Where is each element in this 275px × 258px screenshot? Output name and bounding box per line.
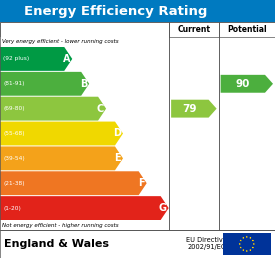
Text: Energy Efficiency Rating: Energy Efficiency Rating — [24, 4, 207, 18]
Text: (39-54): (39-54) — [3, 156, 25, 161]
Text: 79: 79 — [183, 104, 197, 114]
Bar — [219, 22, 275, 37]
Polygon shape — [240, 246, 242, 248]
Polygon shape — [221, 75, 273, 93]
Polygon shape — [249, 237, 251, 239]
Polygon shape — [0, 122, 123, 146]
Text: EU Directive
2002/91/EC: EU Directive 2002/91/EC — [186, 238, 227, 251]
Polygon shape — [171, 100, 217, 118]
Polygon shape — [246, 250, 248, 252]
Text: C: C — [97, 104, 104, 114]
Text: England & Wales: England & Wales — [4, 239, 109, 249]
Text: Not energy efficient - higher running costs: Not energy efficient - higher running co… — [2, 222, 119, 228]
Text: 90: 90 — [236, 79, 250, 89]
Text: (69-80): (69-80) — [3, 106, 25, 111]
Text: (55-68): (55-68) — [3, 131, 25, 136]
Polygon shape — [242, 237, 244, 239]
Bar — [0, 37, 169, 47]
Text: Potential: Potential — [227, 25, 267, 34]
Bar — [0, 22, 169, 37]
Text: D: D — [113, 128, 121, 139]
Bar — [0, 220, 169, 230]
Bar — [219, 22, 275, 230]
Text: B: B — [80, 79, 87, 89]
Bar — [0, 22, 169, 230]
Bar — [169, 22, 219, 37]
Bar — [0, 230, 275, 258]
Text: G: G — [159, 203, 167, 213]
Text: F: F — [138, 178, 145, 188]
Polygon shape — [246, 236, 248, 238]
Text: (92 plus): (92 plus) — [3, 57, 29, 61]
Polygon shape — [0, 47, 72, 71]
Bar — [0, 0, 275, 22]
Polygon shape — [0, 97, 106, 120]
Polygon shape — [249, 249, 251, 251]
Text: (21-38): (21-38) — [3, 181, 25, 186]
Polygon shape — [0, 171, 147, 195]
Polygon shape — [252, 239, 254, 241]
Polygon shape — [0, 72, 89, 96]
Text: Very energy efficient - lower running costs: Very energy efficient - lower running co… — [2, 39, 119, 44]
Text: A: A — [63, 54, 70, 64]
Polygon shape — [242, 249, 244, 251]
Bar — [169, 22, 219, 230]
Text: (81-91): (81-91) — [3, 81, 24, 86]
Polygon shape — [239, 243, 241, 245]
Bar — [223, 233, 271, 255]
Polygon shape — [253, 243, 255, 245]
Polygon shape — [0, 196, 169, 220]
Polygon shape — [0, 147, 123, 170]
Text: E: E — [114, 153, 121, 163]
Polygon shape — [240, 239, 242, 241]
Polygon shape — [252, 246, 254, 248]
Text: (1-20): (1-20) — [3, 206, 21, 211]
Text: Current: Current — [177, 25, 210, 34]
